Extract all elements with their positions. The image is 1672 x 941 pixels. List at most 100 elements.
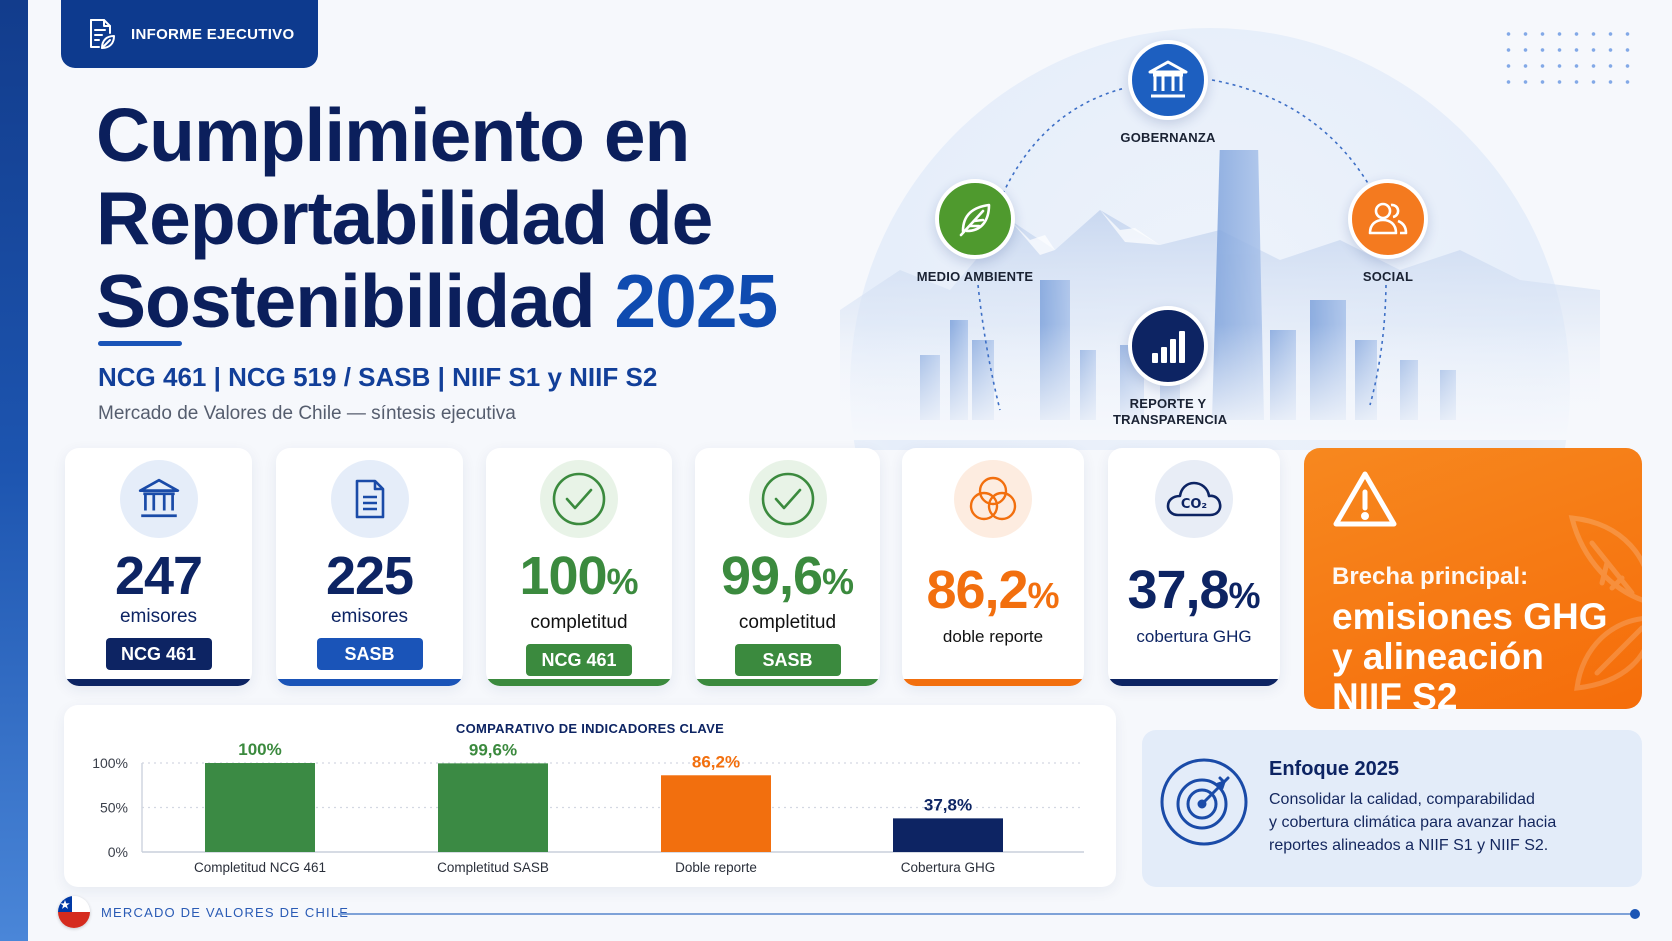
bar-chart: 0% 50% 100% 100% Completitud NCG 461 99,6% Com…	[92, 740, 1084, 875]
title-year: 2025	[614, 259, 778, 343]
pillar-circle	[935, 179, 1015, 259]
pillar-label: GOBERNANZA	[1120, 130, 1216, 145]
bank-icon	[1148, 60, 1188, 98]
kpi-card-ncg461-emisores: 247 emisores NCG 461	[65, 448, 252, 686]
title-line-2: Reportabilidad de	[96, 176, 713, 260]
chile-flag-icon	[58, 896, 90, 928]
pillar-reporte: REPORTE Y TRANSPARENCIA	[1105, 306, 1231, 428]
main-gap-alert-card: Brecha principal: emisiones GHG y alinea…	[1304, 448, 1642, 709]
alert-line-1: emisiones GHG	[1332, 596, 1608, 637]
tagline: Mercado de Valores de Chile — síntesis e…	[98, 403, 516, 424]
focus-text-line-2: y cobertura climática para avanzar hacia	[1269, 814, 1557, 831]
report-type-badge: INFORME EJECUTIVO	[61, 0, 318, 68]
pillar-circle	[1348, 179, 1428, 259]
dot-pattern	[1500, 26, 1640, 96]
pillar-label: SOCIAL	[1362, 269, 1414, 284]
kpi-label: doble reporte	[942, 627, 1044, 646]
title-line-1: Cumplimiento en	[96, 93, 690, 177]
co2-text: CO₂	[1181, 497, 1207, 512]
kpi-value: 99,6%	[695, 546, 880, 612]
users-icon	[1368, 202, 1408, 235]
icon-background	[540, 460, 618, 538]
kpi-tag: SASB	[316, 638, 423, 670]
kpi-card-cobertura-ghg: CO₂ 37,8% cobertura GHG	[1108, 448, 1280, 686]
bar	[205, 763, 315, 852]
footer-label: MERCADO DE VALORES DE CHILE	[101, 905, 350, 920]
card-accent-bar	[276, 679, 463, 686]
card-accent-bar	[902, 679, 1084, 686]
footer-dot	[1630, 909, 1640, 919]
card-accent-bar	[695, 679, 880, 686]
icon-background	[954, 460, 1032, 538]
title-line-3: Sostenibilidad	[96, 259, 596, 343]
icon-background	[748, 460, 827, 538]
kpi-number: 37,8	[1127, 560, 1229, 620]
pillar-medio-ambiente: MEDIO AMBIENTE	[910, 179, 1040, 285]
focus-2025-box: Enfoque 2025 Consolidar la calidad, comp…	[1142, 730, 1642, 887]
bar-value-label: 100%	[238, 740, 281, 759]
y-tick-label: 100%	[92, 755, 128, 771]
kpi-suffix: %	[1228, 575, 1261, 616]
kpi-value: 100%	[486, 546, 672, 612]
bar	[438, 763, 548, 852]
bar-value-label: 86,2%	[692, 752, 740, 771]
focus-text: Consolidar la calidad, comparabilidad y …	[1269, 788, 1619, 857]
bank-icon	[138, 478, 179, 518]
leaf-watermark-icon	[1568, 515, 1642, 691]
kpi-value: 37,8%	[1108, 560, 1280, 626]
leaf-icon	[959, 203, 991, 237]
regulation-subtitle: NCG 461 | NCG 519 / SASB | NIIF S1 y NII…	[98, 362, 658, 392]
overlap-circles-icon	[969, 476, 1017, 521]
card-accent-bar	[1108, 679, 1280, 686]
kpi-label: emisores	[330, 606, 409, 627]
x-category-label: Completitud SASB	[437, 860, 549, 875]
kpi-value: 86,2%	[902, 560, 1084, 626]
bar	[661, 775, 771, 852]
footer-divider	[338, 913, 1634, 915]
pillar-circle	[1128, 306, 1208, 386]
indicators-chart-card: COMPARATIVO DE INDICADORES CLAVE 0% 50% 10…	[64, 705, 1116, 887]
bar-value-label: 99,6%	[469, 740, 517, 759]
icon-background	[119, 460, 198, 538]
x-category-label: Cobertura GHG	[901, 860, 996, 875]
target-icon	[1160, 758, 1248, 846]
kpi-tag: NCG 461	[105, 638, 212, 670]
check-circle-icon	[761, 472, 814, 526]
bar	[893, 818, 1003, 852]
kpi-card-sasb-emisores: 225 emisores SASB	[276, 448, 463, 686]
kpi-tag: SASB	[734, 644, 841, 676]
y-tick-label: 50%	[100, 800, 128, 816]
title-underline	[98, 341, 182, 346]
kpi-card-doble-reporte: 86,2% doble reporte	[902, 448, 1084, 686]
pillar-social: SOCIAL	[1338, 179, 1438, 285]
kpi-tag: NCG 461	[526, 644, 632, 676]
pillar-gobernanza: GOBERNANZA	[1118, 40, 1218, 146]
x-category-label: Completitud NCG 461	[194, 860, 326, 875]
focus-title: Enfoque 2025	[1269, 758, 1400, 780]
y-tick-label: 0%	[108, 844, 128, 860]
kpi-suffix: %	[1027, 575, 1060, 616]
kpi-label: completitud	[530, 612, 628, 633]
alert-line-2: y alineación	[1332, 636, 1544, 677]
kpi-number: 86,2	[926, 560, 1028, 620]
badge-label: INFORME EJECUTIVO	[131, 25, 295, 43]
pillar-label: MEDIO AMBIENTE	[916, 269, 1034, 284]
bar-value-label: 37,8%	[924, 795, 972, 814]
kpi-value: 247	[114, 546, 203, 606]
focus-text-line-1: Consolidar la calidad, comparabilidad	[1269, 791, 1535, 808]
pillar-label: REPORTE Y TRANSPARENCIA	[1113, 396, 1228, 427]
document-leaf-icon	[90, 19, 115, 49]
alert-message: emisiones GHG y alineación NIIF S2	[1332, 596, 1614, 710]
focus-text-line-3: reportes alineados a NIIF S1 y NIIF S2.	[1269, 837, 1549, 854]
kpi-number: 99,6	[720, 546, 823, 606]
kpi-label: emisores	[119, 606, 198, 627]
kpi-value: 225	[325, 546, 414, 606]
pillar-circle	[1128, 40, 1208, 120]
bar-chart-icon	[1152, 331, 1185, 363]
page-title: Cumplimiento en Reportabilidad de Sosten…	[96, 94, 816, 343]
check-circle-icon	[552, 472, 606, 526]
kpi-label: completitud	[738, 612, 837, 633]
x-category-label: Doble reporte	[675, 860, 757, 875]
kpi-card-sasb-completitud: 99,6% completitud SASB	[695, 448, 880, 686]
side-accent-bar	[0, 0, 28, 941]
